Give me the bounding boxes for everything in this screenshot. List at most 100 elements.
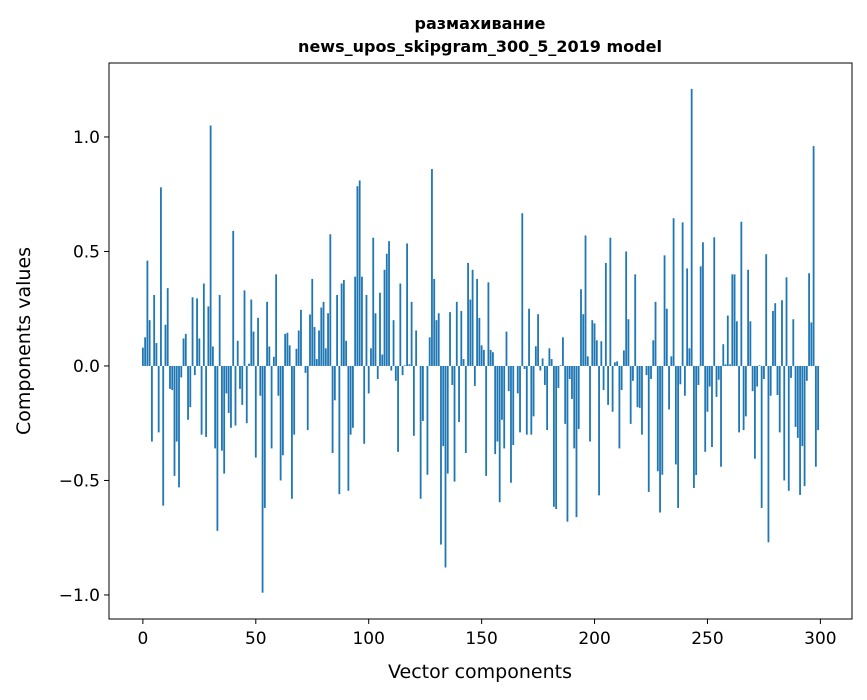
bar xyxy=(411,302,413,366)
bar xyxy=(167,288,169,366)
bar xyxy=(508,366,510,391)
bar xyxy=(781,300,783,366)
bar xyxy=(214,366,216,448)
bar xyxy=(530,366,532,435)
bar xyxy=(198,338,200,365)
bar xyxy=(655,302,657,366)
bar xyxy=(747,270,749,366)
bar xyxy=(357,186,359,366)
bar xyxy=(415,330,417,365)
bar xyxy=(677,366,679,508)
bar xyxy=(623,350,625,366)
bar xyxy=(456,302,458,366)
bar xyxy=(316,359,318,366)
bar xyxy=(207,306,209,366)
bar xyxy=(628,319,630,366)
bar xyxy=(212,346,214,365)
bar xyxy=(366,295,368,366)
bar xyxy=(180,366,182,377)
x-tick-label: 150 xyxy=(465,629,497,649)
bar xyxy=(494,366,496,454)
bar xyxy=(341,284,343,366)
bar xyxy=(503,366,505,448)
x-tick-label: 200 xyxy=(578,629,610,649)
bar xyxy=(580,289,582,366)
bar xyxy=(698,366,700,385)
bar xyxy=(768,366,770,542)
bar xyxy=(298,330,300,365)
bar xyxy=(573,366,575,448)
bar xyxy=(718,366,720,380)
bar xyxy=(165,325,167,366)
bar xyxy=(765,254,767,366)
bar xyxy=(497,366,499,442)
bar xyxy=(740,222,742,366)
bar xyxy=(395,366,397,381)
bar xyxy=(661,366,663,475)
bar xyxy=(296,349,298,366)
bar xyxy=(526,366,528,435)
bar xyxy=(402,366,404,375)
bar xyxy=(535,346,537,366)
bar xyxy=(707,366,709,412)
bar xyxy=(447,366,449,474)
bar xyxy=(537,314,539,366)
bar xyxy=(555,366,557,509)
bar xyxy=(451,366,453,385)
bar xyxy=(343,280,345,366)
x-tick-label: 250 xyxy=(691,629,723,649)
bar xyxy=(562,337,564,366)
bar xyxy=(221,366,223,451)
bar xyxy=(519,366,521,432)
bar xyxy=(670,356,672,366)
bar xyxy=(361,277,363,366)
bar xyxy=(397,366,399,452)
bar xyxy=(160,187,162,366)
bar xyxy=(612,366,614,412)
bar xyxy=(440,366,442,545)
chart-title: размахивание xyxy=(415,14,546,33)
bar xyxy=(144,337,146,366)
bar xyxy=(368,366,370,393)
bar xyxy=(691,89,693,366)
bar xyxy=(551,359,553,366)
bar xyxy=(544,366,546,385)
bar xyxy=(598,366,600,495)
bar xyxy=(305,366,307,373)
bar xyxy=(347,366,349,491)
bar xyxy=(377,366,379,379)
bar xyxy=(720,366,722,467)
bar xyxy=(460,311,462,366)
bar xyxy=(553,366,555,507)
bar xyxy=(142,348,144,366)
bar xyxy=(804,366,806,486)
bar xyxy=(810,322,812,366)
bar xyxy=(725,364,727,366)
bar xyxy=(201,366,203,435)
bar xyxy=(282,366,284,455)
bar xyxy=(546,366,548,430)
bar xyxy=(528,309,530,366)
x-tick-label: 50 xyxy=(245,629,267,649)
bar xyxy=(232,231,234,366)
bar xyxy=(634,274,636,366)
bar xyxy=(239,366,241,389)
bar xyxy=(255,366,257,458)
bar xyxy=(756,366,758,387)
bar xyxy=(149,320,151,366)
x-axis-label: Vector components xyxy=(388,661,572,683)
bar xyxy=(483,350,485,366)
bar xyxy=(332,366,334,453)
bar xyxy=(406,243,408,366)
bar xyxy=(228,366,230,413)
bar xyxy=(774,303,776,366)
bar xyxy=(381,355,383,366)
bar xyxy=(618,366,620,448)
bar xyxy=(808,273,810,366)
bar xyxy=(790,366,792,378)
bar xyxy=(237,341,239,366)
bar xyxy=(576,366,578,517)
bar xyxy=(436,320,438,366)
bar xyxy=(682,222,684,366)
bar xyxy=(307,366,309,430)
